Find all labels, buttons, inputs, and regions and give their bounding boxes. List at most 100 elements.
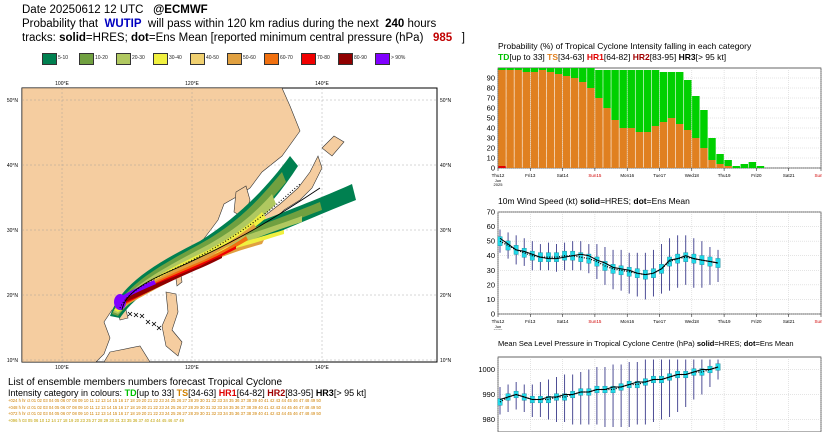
bar-ts xyxy=(643,132,652,168)
x-tick-label: Sun15 xyxy=(588,173,602,178)
y-tick-label: 10 xyxy=(487,295,495,304)
hres-label: =HRES; xyxy=(85,32,128,44)
ens-label: =Ens Mean [reported minimum central pres… xyxy=(148,32,424,44)
y-tick-label: 30 xyxy=(487,134,495,143)
hr1-label: HR1 xyxy=(218,388,237,398)
x-sub-label: 2025 xyxy=(494,182,504,187)
cat-td-range: [up to 33] xyxy=(509,52,545,62)
legend-label: 70-80 xyxy=(317,55,330,61)
y-tick-label: 50 xyxy=(487,237,495,246)
header-line-3: tracks: solid=HRES; dot=Ens Mean [report… xyxy=(22,31,465,45)
bar-td xyxy=(692,96,700,138)
x-tick-label: Sun15 xyxy=(588,319,602,324)
x-tick-label: Sat21 xyxy=(783,173,795,178)
x-tick-label: Thu12 xyxy=(492,319,505,324)
map-grid xyxy=(22,88,437,362)
header-line-1: Date 20250612 12 UTC @ECMWF xyxy=(22,3,208,17)
bar-ts xyxy=(716,164,724,168)
bar-td xyxy=(522,68,530,72)
lon-label: 120°E xyxy=(185,81,199,87)
lat-label: 30°N xyxy=(7,228,19,234)
y-tick-label: 40 xyxy=(487,251,495,260)
x-tick-label: Thu19 xyxy=(718,173,731,178)
source-label: @ECMWF xyxy=(153,4,208,16)
bar-ts xyxy=(700,148,708,168)
y-tick-label: 50 xyxy=(487,114,495,123)
bar-ts xyxy=(675,124,684,168)
bar-ts xyxy=(579,82,587,168)
x-tick-label: Thu19 xyxy=(718,319,731,324)
y-tick-label: 60 xyxy=(487,222,495,231)
bar-td xyxy=(684,80,692,130)
hours-suffix: hours xyxy=(407,18,437,30)
mslp-title-dot: dot xyxy=(743,339,756,348)
prob-middle: will pass within 120 km radius during th… xyxy=(147,18,379,30)
legend-label: 10-20 xyxy=(95,55,108,61)
tracks-prefix: tracks: xyxy=(22,32,56,44)
ts-label: TS xyxy=(176,388,189,398)
bar-ts xyxy=(546,72,555,168)
wind-title-hres: =HRES; xyxy=(600,196,632,206)
map-content xyxy=(22,88,437,362)
lon-label: 140°E xyxy=(315,81,329,87)
legend-label: 80-90 xyxy=(354,55,367,61)
ensemble-list-title: List of ensemble members numbers forecas… xyxy=(8,377,283,388)
bar-td xyxy=(514,68,522,70)
iqr-box xyxy=(634,380,640,389)
y-tick-label: 30 xyxy=(487,266,495,275)
bar-td xyxy=(619,70,627,128)
strike-probability-map: 100°E 120°E 140°E 100°E 120°E 140°E xyxy=(7,81,452,371)
iqr-box xyxy=(497,236,503,246)
bar-td xyxy=(700,110,708,148)
x-tick-label: Thu12 xyxy=(492,173,505,178)
legend-label: 60-70 xyxy=(280,55,293,61)
cat-hr1-range: [64-82] xyxy=(603,52,631,62)
x-tick-label: Sat21 xyxy=(783,319,795,324)
legend-swatch xyxy=(153,53,168,65)
ensemble-row: +096 h 03 05 06 10 12 14 17 18 19 20 23 … xyxy=(8,417,184,423)
bar-td xyxy=(756,166,765,168)
iqr-box xyxy=(594,256,600,267)
legend-swatch xyxy=(42,53,57,65)
hr1-range: [64-82] xyxy=(236,388,265,398)
hres-track xyxy=(121,187,321,311)
cat-hr3-range: [> 95 kt] xyxy=(695,52,727,62)
bar-ts xyxy=(684,130,692,168)
iqr-box xyxy=(546,252,551,262)
legend-swatch xyxy=(227,53,242,65)
lon-label: 120°E xyxy=(185,365,199,371)
cat-ts: TS xyxy=(547,52,559,62)
bar-ts xyxy=(530,72,539,168)
y-tick-label: 70 xyxy=(487,208,495,217)
y-tick-label: 0 xyxy=(491,310,495,319)
bar-td xyxy=(530,68,539,72)
bar-td xyxy=(506,68,514,70)
td-label: TD xyxy=(124,388,137,398)
hr2-range: [83-95] xyxy=(285,388,314,398)
hres-line xyxy=(499,237,719,276)
bar-td xyxy=(667,72,676,118)
close-bracket: ] xyxy=(461,32,465,44)
x-tick-label: Sat14 xyxy=(557,173,569,178)
bar-td xyxy=(635,70,644,132)
bar-ts xyxy=(570,78,579,168)
x-tick-label: Sun22 xyxy=(814,319,822,324)
lat-label: 10°N xyxy=(7,358,19,364)
legend-swatch xyxy=(190,53,205,65)
x-tick-label: Sat14 xyxy=(557,319,569,324)
x-tick-label: Tue17 xyxy=(653,173,666,178)
hr3-label: HR3 xyxy=(315,388,334,398)
bar-td xyxy=(611,70,619,120)
iqr-box xyxy=(521,248,527,258)
x-tick-label: Mon16 xyxy=(620,173,634,178)
bar-ts xyxy=(667,118,676,168)
lon-label: 100°E xyxy=(55,81,69,87)
solid-label: solid xyxy=(59,32,86,44)
ens-mean-line xyxy=(499,240,719,276)
bar-td xyxy=(651,70,660,126)
bar-ts xyxy=(498,70,506,166)
iqr-box xyxy=(618,265,624,276)
pressure-value: 985 xyxy=(433,32,453,44)
bar-td xyxy=(643,70,652,132)
wind-title-solid: solid xyxy=(580,196,601,206)
